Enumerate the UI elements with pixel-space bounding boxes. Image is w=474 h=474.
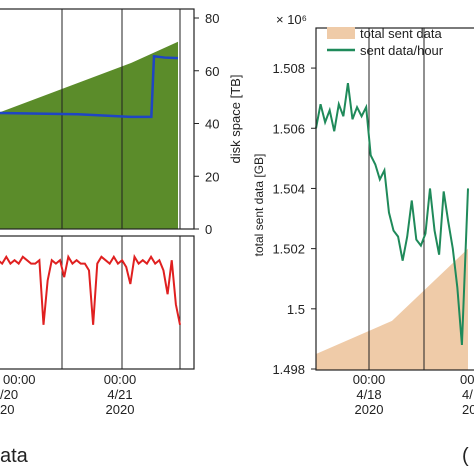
y-scale-label: × 10⁶ <box>276 12 307 27</box>
legend: total sent data sent data/hour <box>327 26 444 58</box>
panel-red-rate: 00:00 /20 20 00:00 4/21 2020 ata <box>0 235 195 467</box>
legend-label-total: total sent data <box>360 26 442 41</box>
x-tick-year-1: 2020 <box>106 402 135 417</box>
x-tick-date-r0: 4/18 <box>356 387 381 402</box>
legend-swatch-area <box>327 27 355 39</box>
p1-y-tick-label-0: 0 <box>205 222 212 237</box>
disk-space-area <box>0 41 178 229</box>
x-tick-time-r1: 00:00 <box>460 372 474 387</box>
p1-y-tick-label-3: 60 <box>205 64 219 79</box>
legend-label-hour: sent data/hour <box>360 43 444 58</box>
x-tick-date-r1: 4/ <box>462 387 473 402</box>
p2-frame <box>0 235 195 370</box>
panel-sent-data: 1.498 1.5 1.502 1.504 1.506 1.508 × 10⁶ total… <box>252 12 474 467</box>
x-tick-year-r1: 20 <box>462 402 474 417</box>
red-rate-line <box>0 253 181 325</box>
sent-data-hour-line <box>315 82 469 346</box>
p1-y-tick-label-1: 20 <box>205 169 219 184</box>
p1-frame <box>0 8 195 230</box>
p3-y-axis-label: total sent data [GB] <box>252 154 266 257</box>
left-x-year: 20 <box>0 402 14 417</box>
p3-gridlines <box>368 28 425 370</box>
p2-gridlines <box>61 236 181 369</box>
p3-y-tick-label-0: 1.498 <box>272 362 305 377</box>
p1-y-tick-label-4: 80 <box>205 11 219 26</box>
p1-y-axis-label: disk space [TB] <box>228 75 243 164</box>
p3-y-tick-label-1: 1.5 <box>287 302 305 317</box>
left-x-date: /20 <box>0 387 18 402</box>
x-tick-year-r0: 2020 <box>355 402 384 417</box>
caption-right: ( <box>462 445 469 467</box>
p3-y-tick-label-4: 1.506 <box>272 121 305 136</box>
disk-space-line <box>0 54 179 119</box>
total-sent-data-area <box>316 248 468 370</box>
caption-left: ata <box>0 445 29 467</box>
panel-disk-space: 0 20 40 60 80 disk space [TB] <box>0 8 243 237</box>
p1-y-tick-label-2: 40 <box>205 117 219 132</box>
p3-y-ticks: 1.498 1.5 1.502 1.504 1.506 1.508 <box>272 61 316 377</box>
p1-gridlines <box>61 9 181 229</box>
x-tick-time-1: 00:00 <box>104 372 137 387</box>
p3-y-tick-label-5: 1.508 <box>272 61 305 76</box>
p3-y-tick-label-2: 1.502 <box>272 242 305 257</box>
left-x-time: 00:00 <box>3 372 36 387</box>
p3-frame <box>315 27 474 371</box>
p1-y-ticks: 0 20 40 60 80 <box>194 11 219 237</box>
x-tick-date-1: 4/21 <box>107 387 132 402</box>
x-tick-time-r0: 00:00 <box>353 372 386 387</box>
p3-y-tick-label-3: 1.504 <box>272 181 305 196</box>
